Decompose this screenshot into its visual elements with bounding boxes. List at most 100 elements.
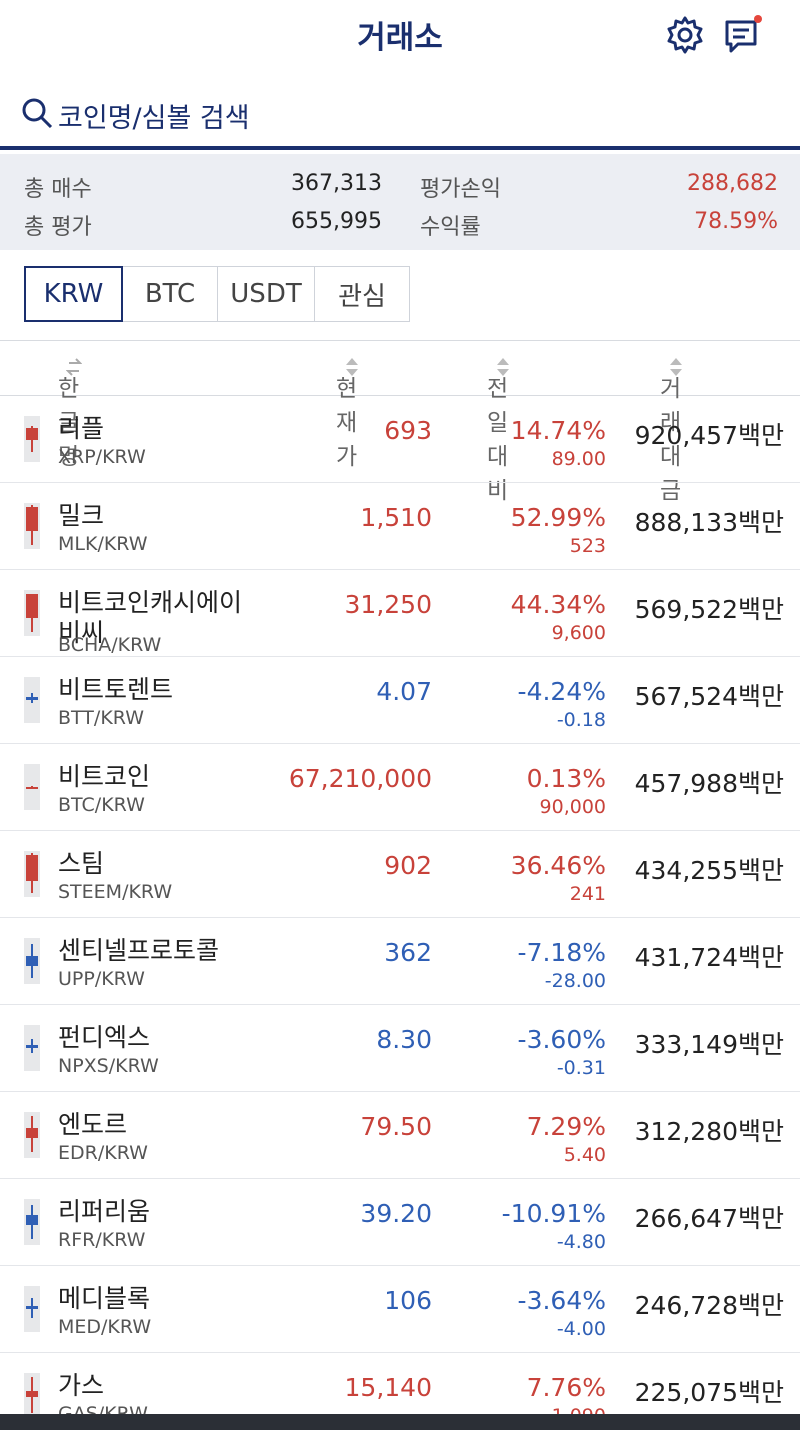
change-amount: 523 <box>569 535 606 557</box>
current-price: 1,510 <box>360 503 432 532</box>
change-percent: 0.13% <box>526 764 606 793</box>
coin-list: 리플 XRP/KRW 693 14.74% 89.00 920,457백만 밀크 MLK/KR… <box>0 396 800 1430</box>
change-percent: -3.64% <box>517 1286 606 1315</box>
current-price: 693 <box>384 416 432 445</box>
change-percent: 14.74% <box>510 416 606 445</box>
candle-icon <box>24 1199 40 1245</box>
change-amount: -0.18 <box>556 709 606 731</box>
sort-icon <box>670 358 682 376</box>
candle-icon <box>24 1286 40 1332</box>
current-price: 79.50 <box>360 1112 432 1141</box>
sort-by-volume[interactable]: 거래대금 <box>660 355 684 504</box>
current-price: 106 <box>384 1286 432 1315</box>
change-percent: 36.46% <box>510 851 606 880</box>
pnl-label: 평가손익 <box>420 177 501 202</box>
coin-name: 메디블록 <box>58 1284 151 1313</box>
yield-value: 78.59% <box>694 209 778 234</box>
change-amount: -4.80 <box>556 1231 606 1253</box>
list-item[interactable]: 엔도르 EDR/KRW 79.50 7.29% 5.40 312,280백만 <box>0 1092 800 1179</box>
change-amount: 9,600 <box>551 622 606 644</box>
candle-icon <box>24 851 40 897</box>
change-percent: -3.60% <box>517 1025 606 1054</box>
change-percent: 44.34% <box>510 590 606 619</box>
sort-by-name[interactable]: 한글명 <box>58 355 82 470</box>
sort-by-price[interactable]: 현재가 <box>336 355 360 470</box>
list-item[interactable]: 리플 XRP/KRW 693 14.74% 89.00 920,457백만 <box>0 396 800 483</box>
candle-icon <box>24 764 40 810</box>
coin-name: 펀디엑스 <box>58 1023 151 1052</box>
chat-icon[interactable] <box>722 14 764 56</box>
bottom-bar <box>0 1414 800 1430</box>
current-price: 8.30 <box>376 1025 432 1054</box>
list-item[interactable]: 펀디엑스 NPXS/KRW 8.30 -3.60% -0.31 333,149백만 <box>0 1005 800 1092</box>
total-eval-label: 총 평가 <box>24 215 92 240</box>
coin-name: 스팀 <box>58 849 105 878</box>
current-price: 902 <box>384 851 432 880</box>
current-price: 67,210,000 <box>288 764 432 793</box>
tab-krw[interactable]: KRW <box>24 266 123 322</box>
trade-volume: 888,133백만 <box>634 508 784 537</box>
coin-symbol: STEEM/KRW <box>58 881 173 903</box>
coin-symbol: NPXS/KRW <box>58 1055 159 1077</box>
list-item[interactable]: 비트토렌트 BTT/KRW 4.07 -4.24% -0.18 567,524백만 <box>0 657 800 744</box>
market-tabs: KRW BTC USDT 관심 <box>24 266 410 322</box>
trade-volume: 312,280백만 <box>634 1117 784 1146</box>
change-percent: -4.24% <box>517 677 606 706</box>
list-item[interactable]: 비트코인 BTC/KRW 67,210,000 0.13% 90,000 457,988백… <box>0 744 800 831</box>
coin-name: 가스 <box>58 1371 105 1400</box>
trade-volume: 569,522백만 <box>634 595 784 624</box>
candle-icon <box>24 503 40 549</box>
list-item[interactable]: 비트코인캐시에이비씨 BCHA/KRW 31,250 44.34% 9,600 569,5… <box>0 570 800 657</box>
change-percent: 7.29% <box>526 1112 606 1141</box>
col-name-label: 한글명 <box>58 376 80 470</box>
swap-icon <box>66 358 82 376</box>
coin-name: 리플 <box>58 414 105 443</box>
sort-icon <box>497 358 509 376</box>
current-price: 4.07 <box>376 677 432 706</box>
column-header: 한글명 현재가 전일대비 거래대금 <box>0 340 800 504</box>
col-volume-label: 거래대금 <box>660 376 682 504</box>
col-price-label: 현재가 <box>336 376 358 470</box>
coin-symbol: MED/KRW <box>58 1316 152 1338</box>
change-amount: 241 <box>569 883 606 905</box>
total-buy-label: 총 매수 <box>24 177 92 202</box>
trade-volume: 225,075백만 <box>634 1378 784 1407</box>
list-item[interactable]: 센티넬프로토콜 UPP/KRW 362 -7.18% -28.00 431,724백만 <box>0 918 800 1005</box>
tab-favorites[interactable]: 관심 <box>315 266 410 322</box>
list-item[interactable]: 밀크 MLK/KRW 1,510 52.99% 523 888,133백만 <box>0 483 800 570</box>
change-amount: 5.40 <box>563 1144 606 1166</box>
pnl-value: 288,682 <box>687 171 778 196</box>
list-item[interactable]: 리퍼리움 RFR/KRW 39.20 -10.91% -4.80 266,647백만 <box>0 1179 800 1266</box>
list-item[interactable]: 스팀 STEEM/KRW 902 36.46% 241 434,255백만 <box>0 831 800 918</box>
trade-volume: 246,728백만 <box>634 1291 784 1320</box>
current-price: 39.20 <box>360 1199 432 1228</box>
coin-symbol: MLK/KRW <box>58 533 148 555</box>
coin-symbol: XRP/KRW <box>58 446 146 468</box>
gear-icon[interactable] <box>664 14 706 56</box>
candle-icon <box>24 1373 40 1419</box>
change-percent: -7.18% <box>517 938 606 967</box>
app-header: 거래소 <box>0 0 800 72</box>
change-amount: -28.00 <box>544 970 606 992</box>
coin-name: 밀크 <box>58 501 105 530</box>
tab-btc[interactable]: BTC <box>123 266 218 322</box>
portfolio-summary: 총 매수 367,313 총 평가 655,995 평가손익 288,682 수… <box>0 154 800 250</box>
coin-name: 리퍼리움 <box>58 1197 151 1226</box>
change-amount: -0.31 <box>556 1057 606 1079</box>
trade-volume: 457,988백만 <box>634 769 784 798</box>
search-input[interactable]: 코인명/심볼 검색 <box>58 103 250 134</box>
page-title: 거래소 <box>357 20 443 56</box>
current-price: 362 <box>384 938 432 967</box>
trade-volume: 920,457백만 <box>634 421 784 450</box>
list-item[interactable]: 메디블록 MED/KRW 106 -3.64% -4.00 246,728백만 <box>0 1266 800 1353</box>
change-amount: -4.00 <box>556 1318 606 1340</box>
coin-name: 비트코인 <box>58 762 151 791</box>
candle-icon <box>24 416 40 462</box>
coin-symbol: BTT/KRW <box>58 707 144 729</box>
search-bar[interactable]: 코인명/심볼 검색 <box>0 82 800 150</box>
tab-usdt[interactable]: USDT <box>218 266 315 322</box>
coin-symbol: BCHA/KRW <box>58 634 162 656</box>
trade-volume: 434,255백만 <box>634 856 784 885</box>
candle-icon <box>24 1025 40 1071</box>
sort-by-change[interactable]: 전일대비 <box>487 355 511 504</box>
